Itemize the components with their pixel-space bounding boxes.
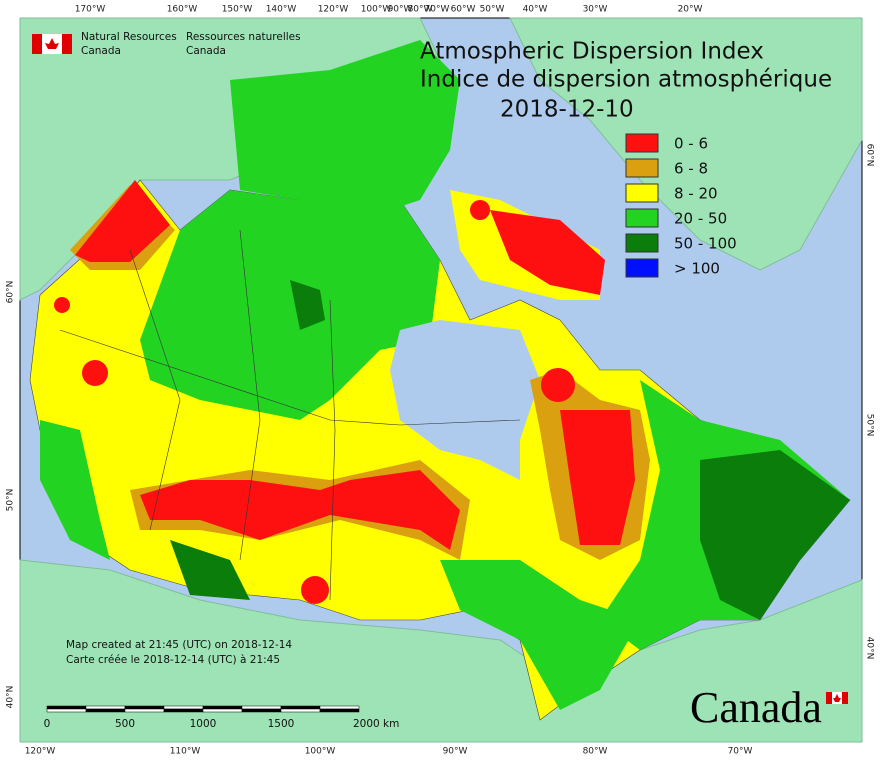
credit: Carte créée le 2018-12-14 (UTC) à 21:45 bbox=[66, 654, 280, 666]
map-land bbox=[19, 17, 863, 743]
longitude-label: 80°W bbox=[408, 5, 433, 15]
scale-segment bbox=[202, 705, 243, 710]
longitude-label: 110°W bbox=[170, 747, 201, 757]
legend-label: 8 - 20 bbox=[674, 185, 718, 203]
longitude-label: 90°W bbox=[388, 5, 413, 15]
subtitle: Indice de dispersion atmosphérique bbox=[420, 67, 832, 93]
latitude-label: 50°N bbox=[6, 489, 16, 512]
longitude-label: 120°W bbox=[318, 5, 349, 15]
scale-segment bbox=[319, 708, 360, 713]
legend-swatch bbox=[625, 183, 659, 203]
scale-segment bbox=[124, 708, 165, 713]
scale-segment bbox=[202, 708, 243, 713]
scale-label: 1000 bbox=[190, 718, 217, 730]
latitude-label: 40°N bbox=[6, 686, 16, 709]
longitude-label: 40°W bbox=[523, 5, 548, 15]
latitude-label: 60°N bbox=[865, 144, 875, 167]
legend-label: 6 - 8 bbox=[674, 160, 708, 178]
scale-label: 2000 km bbox=[353, 718, 399, 730]
longitude-label: 30°W bbox=[583, 5, 608, 15]
scale-label: 1500 bbox=[268, 718, 295, 730]
longitude-label: 20°W bbox=[678, 5, 703, 15]
longitude-label: 70°W bbox=[728, 747, 753, 757]
legend-swatch bbox=[625, 133, 659, 153]
legend-label: > 100 bbox=[674, 260, 720, 278]
longitude-label: 160°W bbox=[167, 5, 198, 15]
logo bbox=[32, 34, 72, 54]
legend-label: 20 - 50 bbox=[674, 210, 727, 228]
legend-swatch bbox=[625, 158, 659, 178]
title: Atmospheric Dispersion Index bbox=[420, 39, 764, 65]
scale-segment bbox=[85, 705, 126, 710]
scale-segment bbox=[124, 705, 165, 710]
scale-segment bbox=[46, 708, 87, 713]
scale-segment bbox=[46, 705, 87, 710]
legend-label: 50 - 100 bbox=[674, 235, 737, 253]
longitude-label: 80°W bbox=[583, 747, 608, 757]
scale-segment bbox=[241, 708, 282, 713]
longitude-label: 90°W bbox=[443, 747, 468, 757]
logo-english: Natural Resources bbox=[81, 31, 177, 43]
legend-swatch bbox=[625, 233, 659, 253]
credit: Map created at 21:45 (UTC) on 2018-12-14 bbox=[66, 639, 292, 651]
legend-swatch bbox=[625, 258, 659, 278]
scale-label: 500 bbox=[115, 718, 135, 730]
longitude-label: 150°W bbox=[222, 5, 253, 15]
legend-label: 0 - 6 bbox=[674, 135, 708, 153]
scale-label: 0 bbox=[44, 718, 51, 730]
logo-french: Ressources naturelles bbox=[186, 31, 301, 43]
logo-french: Canada bbox=[186, 45, 226, 57]
logo-english: Canada bbox=[81, 45, 121, 57]
longitude-label: 170°W bbox=[75, 5, 106, 15]
longitude-label: 60°W bbox=[451, 5, 476, 15]
latitude-label: 60°N bbox=[6, 281, 16, 304]
scale-segment bbox=[319, 705, 360, 710]
longitude-label: 140°W bbox=[266, 5, 297, 15]
scale-segment bbox=[241, 705, 282, 710]
date: 2018-12-10 bbox=[500, 97, 634, 123]
longitude-label: 50°W bbox=[480, 5, 505, 15]
scale-segment bbox=[85, 708, 126, 713]
graticule bbox=[59, 229, 521, 601]
latitude-label: 50°N bbox=[865, 414, 875, 437]
legend-swatch bbox=[625, 208, 659, 228]
scale-segment bbox=[280, 705, 321, 710]
scale-segment bbox=[163, 708, 204, 713]
longitude-label: 120°W bbox=[25, 747, 56, 757]
longitude-label: 70°W bbox=[425, 5, 450, 15]
longitude-label: 100°W bbox=[361, 5, 392, 15]
wordmark: Canada bbox=[690, 683, 822, 732]
longitude-label: 100°W bbox=[305, 747, 336, 757]
wordmark-flag bbox=[826, 692, 848, 704]
latitude-label: 40°N bbox=[865, 637, 875, 660]
scale-segment bbox=[163, 705, 204, 710]
scale-segment bbox=[280, 708, 321, 713]
